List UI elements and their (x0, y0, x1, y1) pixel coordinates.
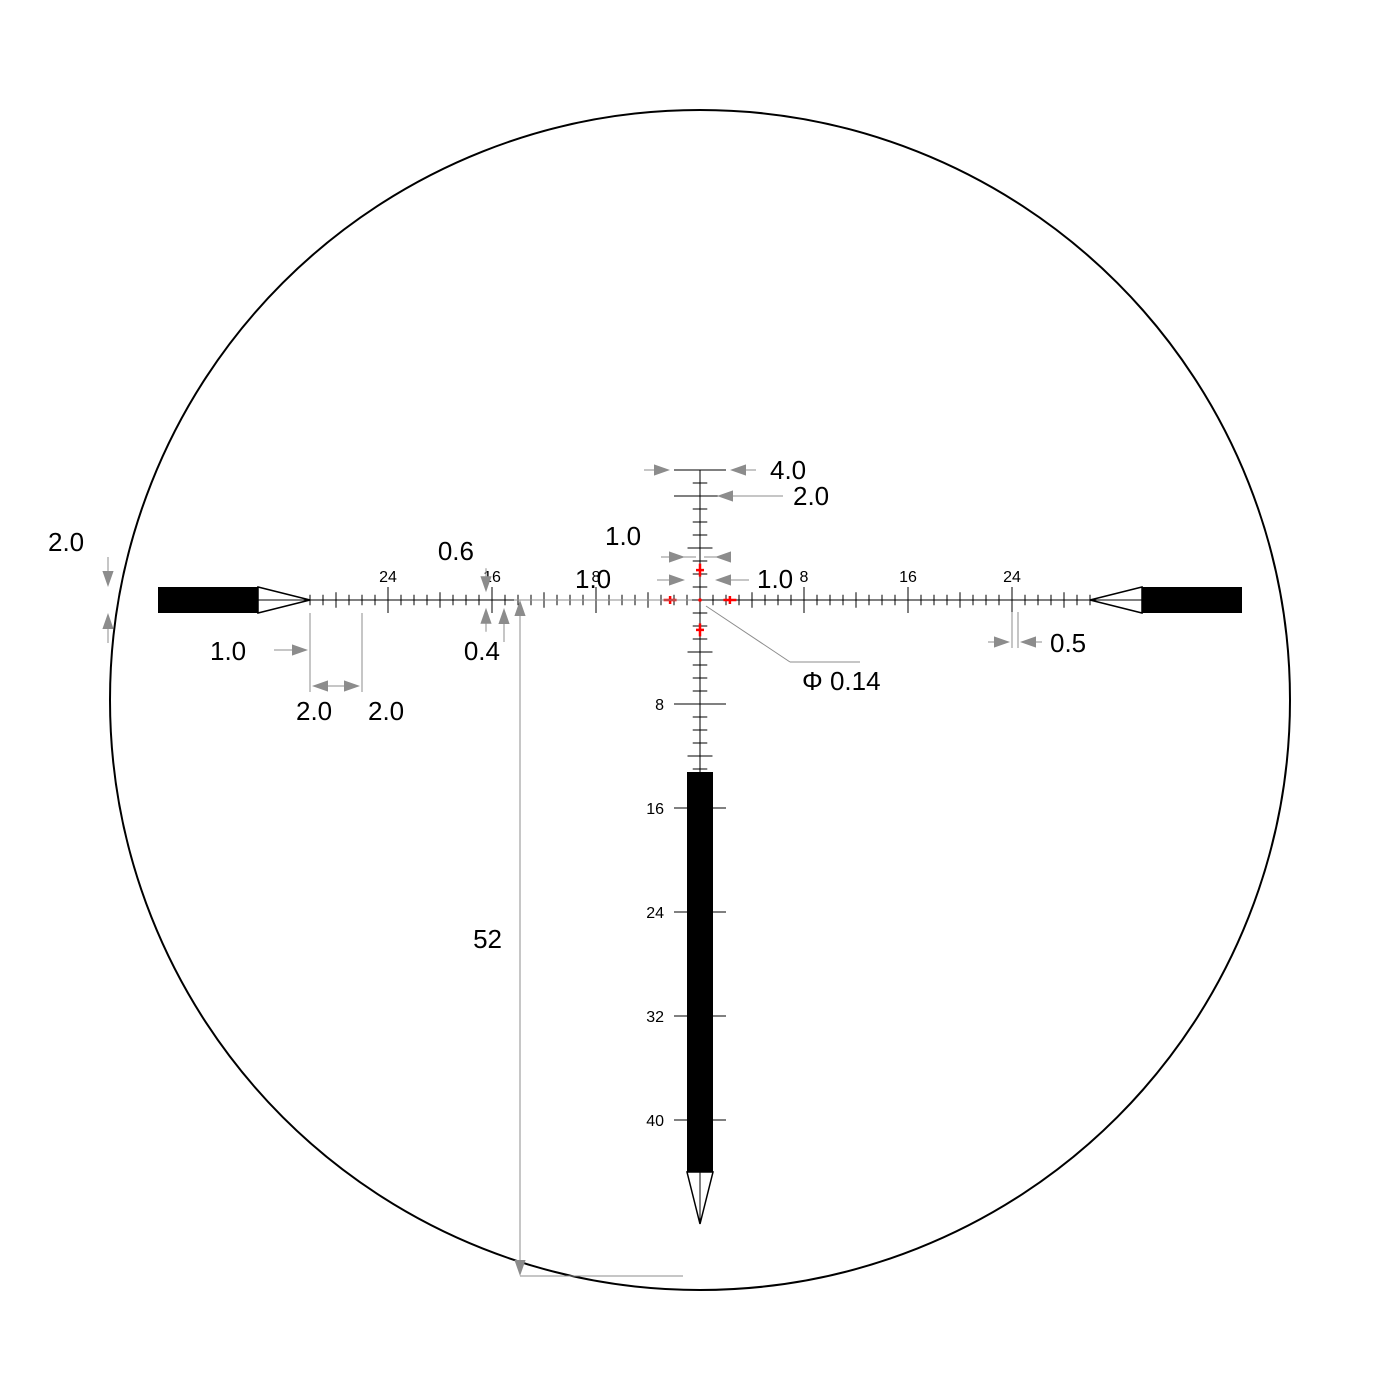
dim-0-6: 0.6 (438, 536, 474, 566)
svg-text:8: 8 (655, 697, 664, 714)
svg-text:32: 32 (646, 1009, 664, 1026)
dim-bar-thick: 2.0 (48, 527, 84, 557)
dim-52: 52 (473, 924, 502, 954)
svg-text:24: 24 (646, 905, 664, 922)
dim-h-1c: 1.0 (757, 564, 793, 594)
dim-phi: Φ 0.14 (802, 666, 881, 696)
dim-top-major: 2.0 (793, 481, 829, 511)
dim-h-1a: 1.0 (605, 521, 641, 551)
dim-0-5: 0.5 (1050, 628, 1086, 658)
svg-text:40: 40 (646, 1113, 664, 1130)
svg-text:16: 16 (646, 801, 664, 818)
dim-left-1: 1.0 (210, 636, 246, 666)
reticle-diagram: 88161624248162432404.02.01.01.01.00.60.4… (0, 0, 1400, 1400)
dim-left-2a: 2.0 (296, 696, 332, 726)
svg-text:8: 8 (800, 569, 809, 586)
svg-text:24: 24 (379, 569, 397, 586)
svg-text:16: 16 (899, 569, 917, 586)
dim-0-4: 0.4 (464, 636, 500, 666)
svg-text:24: 24 (1003, 569, 1021, 586)
dim-h-1b: 1.0 (575, 564, 611, 594)
dim-left-2b: 2.0 (368, 696, 404, 726)
